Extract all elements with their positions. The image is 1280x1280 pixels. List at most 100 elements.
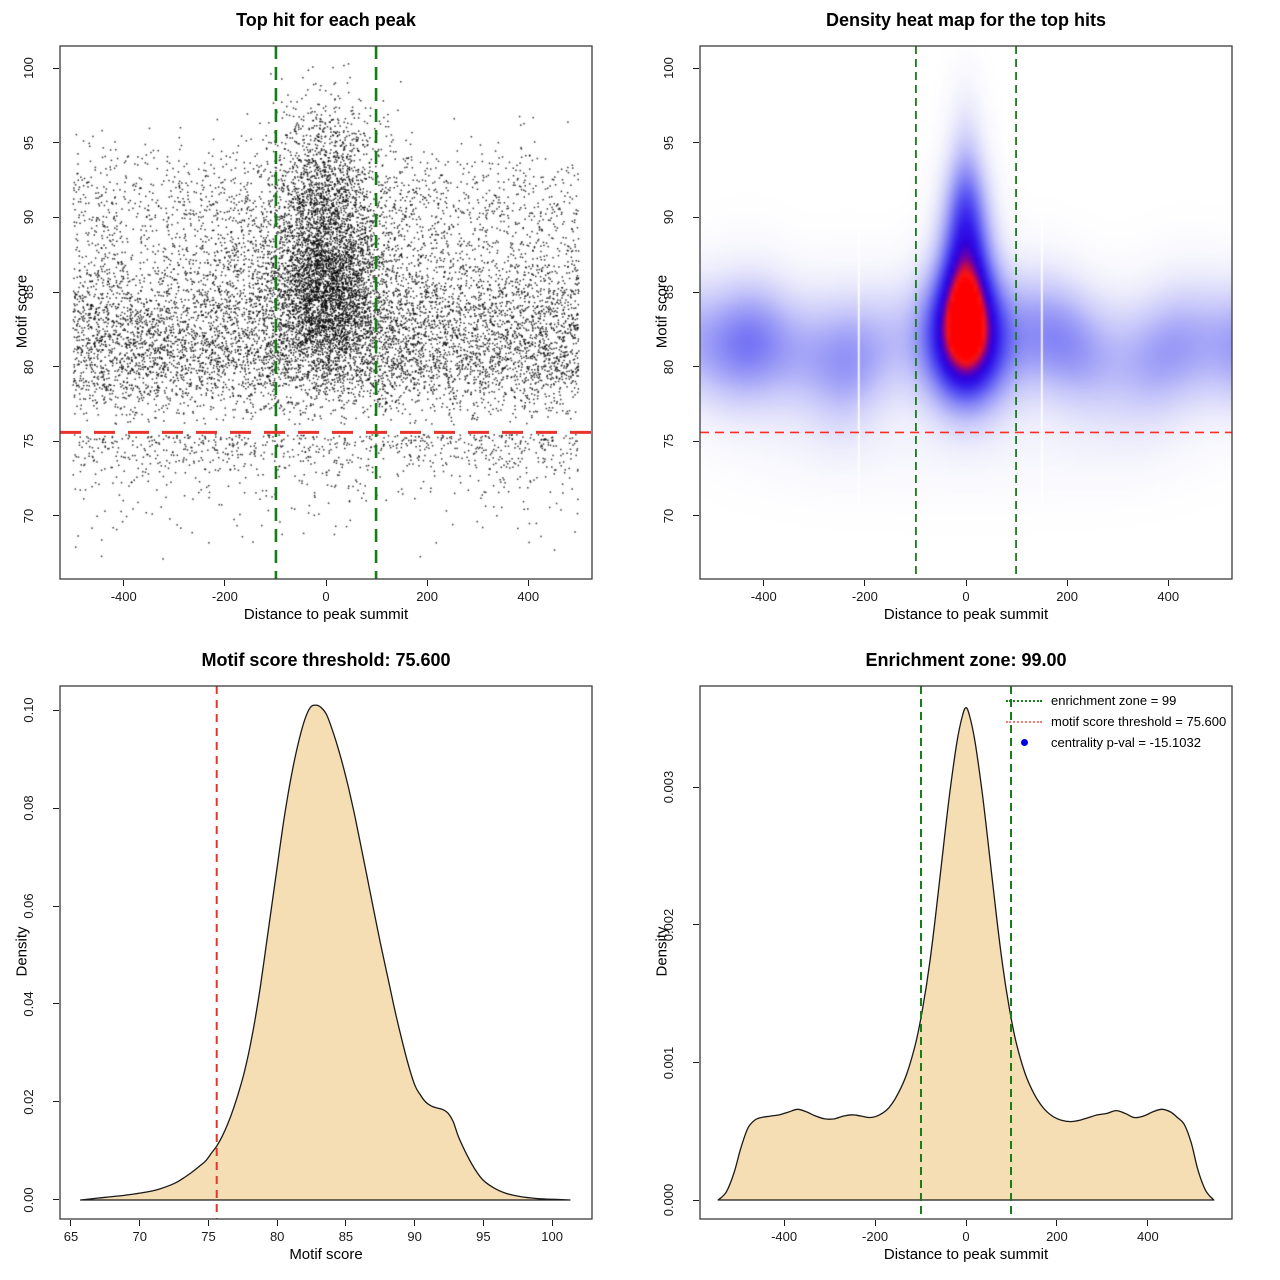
y-tick-mark — [693, 291, 699, 293]
x-tick-mark — [965, 580, 967, 586]
y-tick-mark — [53, 291, 59, 293]
heatmap-overlay — [699, 45, 1233, 580]
y-tick-label: 0.04 — [21, 991, 36, 1017]
x-tick-mark — [482, 1220, 484, 1226]
legend-item-enrichment-zone: enrichment zone = 99 — [1006, 690, 1226, 711]
y-tick-label: 0.10 — [21, 697, 36, 723]
x-tick-label: 0 — [962, 589, 970, 604]
y-tick-label: 75 — [21, 434, 36, 449]
x-tick-label: 85 — [338, 1229, 354, 1244]
y-tick-label: 100 — [661, 57, 676, 79]
y-tick-label: 70 — [661, 508, 676, 524]
y-tick-mark — [53, 216, 59, 218]
y-tick-mark — [693, 515, 699, 517]
density-plot-svg — [59, 685, 593, 1220]
x-tick-mark — [864, 580, 866, 586]
y-tick-label: 0.06 — [21, 893, 36, 919]
y-tick-mark — [693, 1199, 699, 1201]
x-tick-mark — [965, 1220, 967, 1226]
y-tick-label: 0.003 — [661, 771, 676, 804]
x-tick-mark — [1066, 580, 1068, 586]
x-tick-label: 0 — [962, 1229, 970, 1244]
panel-top-hit-scatter: Top hit for each peak Distance to peak s… — [0, 0, 640, 640]
y-tick-mark — [53, 366, 59, 368]
y-tick-label: 90 — [661, 210, 676, 225]
scatter-canvas — [0, 0, 640, 640]
plot-box — [59, 685, 593, 1220]
x-tick-label: 200 — [1046, 1229, 1068, 1244]
x-tick-mark — [783, 1220, 785, 1226]
x-tick-label: -400 — [110, 589, 137, 604]
x-axis-label: Distance to peak summit — [243, 606, 409, 623]
y-tick-mark — [693, 366, 699, 368]
x-tick-label: 200 — [416, 589, 438, 604]
x-tick-label: 70 — [132, 1229, 147, 1244]
x-tick-mark — [426, 580, 428, 586]
x-tick-label: -400 — [750, 589, 777, 604]
x-tick-label: 100 — [541, 1229, 563, 1244]
x-axis-label: Distance to peak summit — [883, 1246, 1049, 1263]
y-tick-label: 90 — [21, 210, 36, 225]
x-tick-mark — [276, 1220, 278, 1226]
density-curve — [717, 707, 1215, 1201]
y-tick-mark — [53, 515, 59, 517]
y-tick-label: 0.02 — [21, 1089, 36, 1115]
x-tick-mark — [345, 1220, 347, 1226]
x-tick-mark — [763, 580, 765, 586]
y-tick-mark — [693, 1062, 699, 1063]
red-dotted-line-icon — [1006, 720, 1042, 723]
y-tick-label: 95 — [21, 135, 36, 150]
y-tick-mark — [53, 67, 59, 69]
panel-density-heatmap: Density heat map for the top hits Distan… — [640, 0, 1280, 640]
y-tick-mark — [693, 216, 699, 218]
x-tick-label: 65 — [63, 1229, 79, 1244]
plot-box — [699, 685, 1233, 1220]
y-tick-label: 0.000 — [661, 1183, 676, 1217]
panel-enrichment-zone-density: Enrichment zone: 99.00 Distance to peak … — [640, 640, 1280, 1280]
y-tick-mark — [53, 709, 59, 711]
x-tick-label: -400 — [771, 1229, 798, 1244]
plot-box — [59, 45, 593, 580]
legend-item-centrality-pval: centrality p-val = -15.1032 — [1006, 732, 1226, 753]
y-tick-mark — [53, 1199, 59, 1201]
y-tick-mark — [53, 807, 59, 809]
y-tick-label: 95 — [661, 135, 676, 150]
y-tick-label: 80 — [661, 359, 676, 374]
density-curve — [79, 704, 571, 1201]
x-tick-label: 200 — [1056, 589, 1078, 604]
y-tick-label: 75 — [661, 434, 676, 449]
x-tick-label: -200 — [211, 589, 238, 604]
x-tick-mark — [414, 1220, 416, 1226]
x-axis-label: Motif score — [289, 1246, 363, 1263]
y-tick-label: 0.00 — [21, 1187, 36, 1213]
legend-label: enrichment zone = 99 — [1051, 693, 1177, 708]
legend-label: motif score threshold = 75.600 — [1051, 714, 1227, 729]
y-tick-label: 0.001 — [661, 1046, 676, 1079]
y-tick-mark — [53, 1101, 59, 1103]
x-tick-label: -200 — [851, 589, 878, 604]
x-tick-mark — [70, 1220, 72, 1226]
y-tick-mark — [53, 440, 59, 442]
panel-title: Enrichment zone: 99.00 — [865, 650, 1067, 670]
x-tick-label: 400 — [517, 589, 540, 604]
y-tick-mark — [693, 440, 699, 442]
y-tick-mark — [693, 67, 699, 69]
heatmap-canvas — [640, 0, 1280, 640]
x-tick-mark — [207, 1220, 209, 1226]
legend-item-motif-threshold: motif score threshold = 75.600 — [1006, 711, 1226, 732]
x-tick-label: 0 — [322, 589, 330, 604]
plot-box — [699, 45, 1233, 580]
x-axis-label: Distance to peak summit — [883, 606, 1049, 623]
y-tick-mark — [53, 142, 59, 144]
x-tick-label: 400 — [1137, 1229, 1159, 1244]
x-tick-label: 400 — [1157, 589, 1180, 604]
x-tick-label: 90 — [407, 1229, 422, 1244]
scatter-overlay — [59, 45, 593, 580]
y-tick-label: 85 — [21, 284, 36, 300]
x-tick-mark — [551, 1220, 553, 1226]
x-tick-mark — [1167, 580, 1169, 586]
y-tick-label: 100 — [21, 57, 36, 79]
panel-motif-score-density: Motif score threshold: 75.600 Motif scor… — [0, 640, 640, 1280]
panel-title: Motif score threshold: 75.600 — [201, 650, 451, 670]
